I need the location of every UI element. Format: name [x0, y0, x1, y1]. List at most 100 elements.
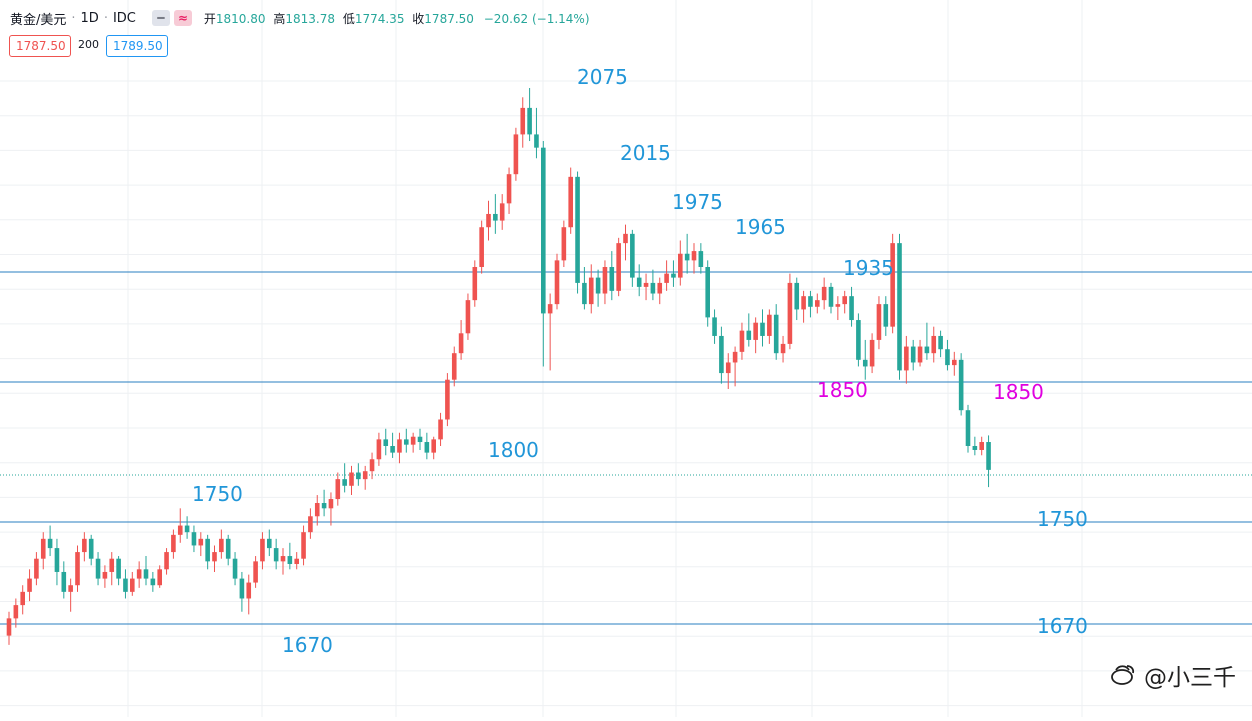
candle [34, 552, 39, 586]
candle [253, 556, 258, 588]
candle-body [486, 213, 491, 228]
candle-body [164, 552, 169, 570]
candle [842, 290, 847, 314]
candle-body [314, 503, 320, 517]
candle [246, 574, 252, 615]
candle [308, 508, 313, 539]
candle-body [410, 436, 416, 445]
candle-body [342, 479, 347, 486]
candle [164, 548, 169, 575]
candle [424, 432, 430, 460]
candle [465, 293, 471, 340]
annotation-1935: 1935 [843, 256, 894, 280]
candle-body [698, 251, 704, 267]
candle [40, 532, 46, 570]
candle [684, 233, 690, 274]
candle-body [746, 330, 752, 340]
weibo-logo-icon [1111, 665, 1135, 685]
candle [198, 532, 204, 557]
candle [705, 260, 710, 327]
candle-body [979, 442, 984, 450]
candle [554, 253, 560, 310]
candle-body [130, 578, 135, 592]
candle-body [198, 538, 204, 546]
candle-body [958, 359, 964, 411]
candle [815, 293, 820, 314]
candle-body [678, 253, 683, 278]
candle-body [61, 571, 67, 592]
annotation-1750: 1750 [1037, 507, 1088, 531]
candle-body [424, 442, 430, 453]
candle [95, 552, 101, 586]
candle-body [828, 286, 834, 307]
compare-button[interactable]: ≈ [173, 10, 192, 26]
candle [191, 525, 197, 553]
annotation-1750: 1750 [192, 482, 243, 506]
annotation-1850: 1850 [993, 380, 1044, 404]
candle [506, 167, 512, 214]
candle [520, 97, 526, 148]
candle-body [404, 439, 409, 445]
sell-price-button[interactable]: 1787.50 [9, 35, 71, 57]
legend-header: 黄金/美元 · 1D · IDC ━ ≈ 开1810.80 高1813.78 低… [10, 9, 590, 28]
high-label: 高 [273, 11, 286, 26]
candle-body [273, 548, 279, 562]
candle-body [260, 538, 265, 562]
candle-body [88, 538, 94, 559]
candle [431, 436, 436, 460]
candle-body [205, 538, 210, 562]
candle-body [917, 346, 923, 363]
candle [657, 277, 663, 305]
candle-body [308, 516, 313, 533]
low-value: 1774.35 [354, 11, 405, 26]
candle [773, 304, 779, 360]
spread-value: 200 [78, 38, 99, 51]
candle-body [904, 346, 909, 371]
candle-body [856, 320, 861, 360]
symbol-name[interactable]: 黄金/美元 [10, 12, 67, 28]
candle [568, 167, 573, 234]
candles [6, 88, 991, 645]
candle [184, 516, 190, 539]
candle-body [520, 107, 526, 135]
candle-body [431, 439, 436, 453]
candle-body [116, 558, 121, 579]
candle [883, 296, 889, 336]
close-label: 收 [412, 11, 425, 26]
hide-series-button[interactable]: ━ [151, 10, 170, 26]
candle-body [719, 335, 724, 374]
candle-body [95, 558, 101, 579]
candle [801, 290, 806, 323]
candle [335, 472, 341, 506]
candle [876, 296, 882, 350]
candle [821, 277, 827, 310]
candle-body [986, 442, 991, 470]
candle [890, 233, 895, 334]
candle [849, 286, 854, 327]
candle-body [554, 260, 560, 305]
candle-body [102, 571, 108, 579]
candle [294, 552, 299, 570]
candle-body [691, 251, 697, 261]
candle [794, 277, 800, 321]
candle [116, 556, 121, 586]
annotation-1670: 1670 [1037, 614, 1088, 638]
annotation-1670: 1670 [282, 633, 333, 657]
candle [643, 273, 649, 301]
interval-label[interactable]: 1D [80, 10, 99, 26]
candle-body [732, 351, 738, 363]
candle [575, 171, 580, 294]
candle-body [184, 525, 190, 533]
candle [109, 552, 115, 586]
buy-price-button[interactable]: 1789.50 [106, 35, 168, 57]
candle-body [945, 349, 950, 366]
candle [130, 571, 135, 596]
candle-body [40, 538, 46, 559]
candle-body [739, 330, 745, 352]
candle-body [972, 446, 978, 450]
candle-body [390, 446, 395, 453]
candle-body [671, 273, 676, 278]
candle [547, 293, 553, 371]
candle [383, 428, 389, 456]
